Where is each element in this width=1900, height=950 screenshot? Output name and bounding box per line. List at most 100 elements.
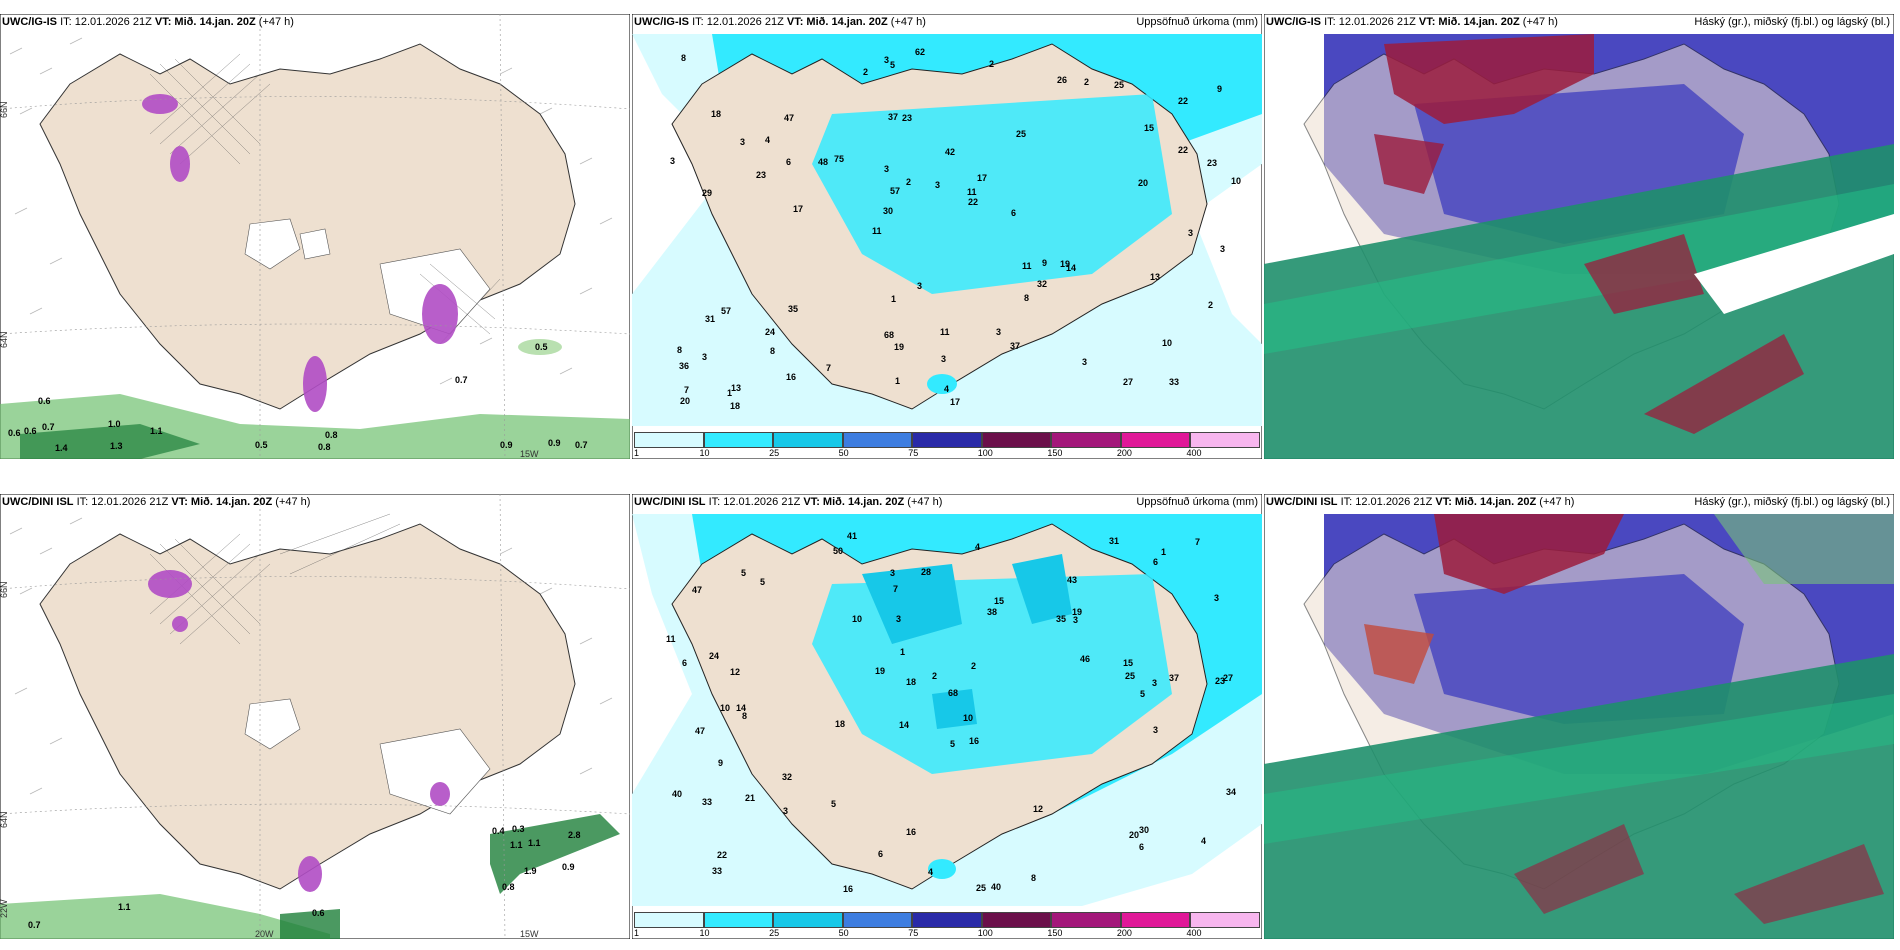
value-label: 9: [1042, 258, 1047, 268]
value-label: 20: [1129, 830, 1139, 840]
value-label: 1.1: [150, 426, 163, 436]
value-label: 47: [695, 726, 705, 736]
panel-header: UWC/IG-IS IT: 12.01.2026 21Z VT: Mið. 14…: [634, 16, 926, 28]
value-label: 20: [1138, 178, 1148, 188]
cloud-low: [1264, 654, 1894, 939]
value-label: 3: [1082, 357, 1087, 367]
init-time: IT: 12.01.2026 21Z: [60, 16, 152, 28]
legend-swatch: [842, 912, 913, 928]
value-label: 0.6: [24, 426, 37, 436]
precip-blob: [928, 859, 956, 879]
legend-tick: 400: [1186, 448, 1202, 458]
value-label: 3: [1188, 228, 1193, 238]
value-label: 0.8: [502, 882, 515, 892]
legend-tick: 150: [1047, 448, 1063, 458]
value-label: 15: [1144, 123, 1154, 133]
cloud-high: [1364, 624, 1434, 684]
precip-values: 0.4 0.3 1.1 1.1 2.8 1.9 0.9 0.8 1.1 0.7 …: [28, 824, 581, 930]
value-label: 3: [917, 281, 922, 291]
lead-time: (+47 h): [907, 496, 943, 508]
value-label: 11: [666, 634, 676, 644]
value-label: 2: [971, 661, 976, 671]
lat-label: 64N: [0, 331, 9, 348]
value-label: 62: [915, 47, 925, 57]
init-time: IT: 12.01.2026 21Z: [692, 16, 784, 28]
lon-label: 15W: [520, 449, 539, 459]
value-label: 3: [935, 180, 940, 190]
value-label: 75: [834, 154, 844, 164]
legend-swatch: [634, 432, 704, 448]
value-label: 18: [835, 719, 845, 729]
value-label: 2.8: [568, 830, 581, 840]
value-label: 25: [1114, 80, 1124, 90]
legend-swatch: [1120, 912, 1191, 928]
value-label: 17: [793, 204, 803, 214]
init-time: IT: 12.01.2026 21Z: [1324, 16, 1416, 28]
value-label: 11: [940, 327, 950, 337]
value-label: 18: [906, 677, 916, 687]
cloud-high: [1514, 824, 1884, 924]
legend-swatch: [1190, 432, 1260, 448]
value-label: 25: [1016, 129, 1026, 139]
value-label: 42: [945, 147, 955, 157]
panel-header: UWC/IG-IS IT: 12.01.2026 21Z VT: Mið. 14…: [1266, 16, 1558, 28]
value-label: 27: [1123, 377, 1133, 387]
value-label: 48: [818, 157, 828, 167]
clear-sky: [1694, 214, 1894, 314]
legend-swatch: [773, 912, 843, 928]
lead-time: (+47 h): [1539, 496, 1575, 508]
legend-swatch: [773, 432, 843, 448]
value-label: 8: [770, 346, 775, 356]
precip-blob: [430, 782, 450, 806]
value-label: 11: [967, 187, 977, 197]
lon-label: 15W: [520, 929, 539, 939]
value-label: 17: [977, 173, 987, 183]
value-label: 1.3: [110, 441, 123, 451]
value-label: 22: [968, 197, 978, 207]
precip-blob: [303, 356, 327, 412]
value-label: 3: [783, 806, 788, 816]
legend-tick: 150: [1047, 928, 1063, 938]
value-label: 13: [731, 383, 741, 393]
precip-blob: [148, 570, 192, 598]
legend-swatch: [634, 912, 704, 928]
panel-header: UWC/DINI ISL IT: 12.01.2026 21Z VT: Mið.…: [1266, 496, 1574, 508]
panel-bottom-left: 0.4 0.3 1.1 1.1 2.8 1.9 0.9 0.8 1.1 0.7 …: [0, 494, 630, 939]
value-label: 0.5: [535, 342, 548, 352]
legend-tick: 25: [769, 928, 780, 938]
value-label: 23: [1207, 158, 1217, 168]
cloud-high: [1374, 134, 1444, 194]
value-label: 0.8: [318, 442, 331, 452]
value-label: 6: [1139, 842, 1144, 852]
cloud-mid-land: [1414, 574, 1744, 724]
value-label: 0.9: [500, 440, 513, 450]
value-label: 33: [1169, 377, 1179, 387]
value-label: 0.7: [455, 375, 468, 385]
value-label: 0.6: [38, 396, 51, 406]
panel-top-left: 0.6 0.6 0.6 0.7 1.0 1.1 1.4 1.3 0.5 0.8 …: [0, 14, 630, 459]
model-name: UWC/IG-IS: [2, 16, 57, 28]
model-name: UWC/IG-IS: [634, 16, 689, 28]
value-label: 8: [1024, 293, 1029, 303]
value-label: 35: [1056, 614, 1066, 624]
green-precip: [0, 894, 330, 939]
model-name: UWC/IG-IS: [1266, 16, 1321, 28]
value-label: 18: [730, 401, 740, 411]
value-label: 32: [1037, 279, 1047, 289]
value-label: 3: [996, 327, 1001, 337]
value-label: 0.6: [312, 908, 325, 918]
value-label: 12: [730, 667, 740, 677]
precip-blob: [170, 146, 190, 182]
value-label: 5: [890, 60, 895, 70]
value-label: 0.5: [255, 440, 268, 450]
glacier: [379, 728, 491, 815]
value-label: 1.9: [524, 866, 537, 876]
value-label: 1.1: [118, 902, 131, 912]
model-name: UWC/DINI ISL: [2, 496, 74, 508]
legend-tick: 75: [908, 448, 919, 458]
green-precip-heavy: [20, 424, 200, 459]
precip-blob: [172, 616, 188, 632]
legend-swatch: [981, 432, 1052, 448]
value-label: 0.7: [28, 920, 41, 930]
